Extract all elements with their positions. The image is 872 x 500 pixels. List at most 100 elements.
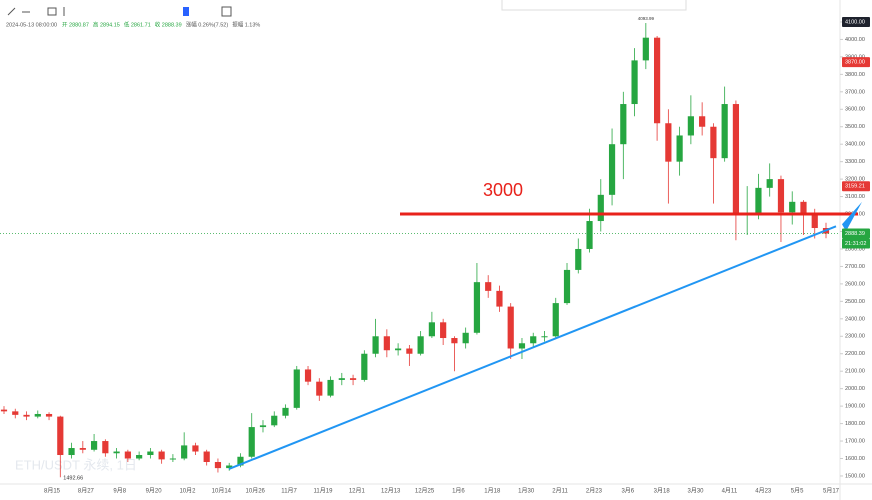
x-tick-label: 8月27 — [78, 488, 95, 495]
x-tick-label: 9月8 — [113, 488, 126, 495]
candle-body — [699, 116, 706, 127]
float-toolbar[interactable] — [501, 0, 687, 11]
y-tick-label: 2400.00 — [845, 316, 865, 322]
candle-body — [417, 336, 424, 354]
candle-body — [485, 282, 492, 291]
y-tick-label: 2700.00 — [845, 264, 865, 270]
candle-body — [518, 343, 526, 349]
candle-body — [631, 60, 638, 105]
candle-body — [158, 451, 165, 460]
candle-body — [192, 445, 199, 452]
x-tick-label: 10月26 — [246, 488, 266, 495]
candle-body — [181, 445, 188, 459]
candle-body — [462, 332, 469, 344]
header-time: 2024-05-13 08:00:00 — [6, 22, 57, 28]
tool-line[interactable] — [7, 7, 16, 16]
candle-body — [620, 104, 627, 145]
candle-body — [789, 201, 796, 213]
candle-body — [777, 179, 785, 213]
price-label-box — [842, 238, 870, 249]
candle-body — [766, 179, 773, 188]
candle-body — [755, 187, 762, 215]
tool-active[interactable] — [183, 7, 189, 16]
candle-body — [34, 413, 41, 417]
candle-body — [811, 214, 818, 229]
high-label: 4093.99 — [638, 16, 655, 21]
y-tick-label: 2500.00 — [845, 299, 865, 305]
candle-body — [79, 448, 86, 450]
y-tick-label: 1800.00 — [845, 421, 865, 427]
candle-body — [642, 37, 649, 61]
candle-body — [259, 425, 267, 428]
header-field: 开 2880.87 — [62, 21, 89, 28]
price-label-box — [842, 181, 870, 192]
x-tick-label: 12月1 — [349, 488, 366, 495]
y-tick-label: 1900.00 — [845, 404, 865, 410]
candle-body — [304, 369, 312, 382]
candle-body — [563, 269, 571, 304]
x-tick-label: 8月15 — [44, 488, 61, 495]
y-tick-label: 3300.00 — [845, 159, 865, 165]
x-tick-label: 3月30 — [688, 488, 705, 495]
candle-body — [90, 441, 98, 450]
candle-body — [406, 348, 413, 354]
candle-body — [0, 409, 8, 412]
candle-body — [541, 336, 548, 338]
x-tick-label: 2月23 — [586, 488, 603, 495]
price-label-box — [842, 57, 870, 68]
candle-body — [68, 448, 75, 456]
candle-body — [710, 126, 717, 159]
candle-body — [597, 194, 604, 222]
candle-body — [507, 306, 514, 349]
candle-body — [440, 322, 447, 339]
candle-body — [45, 413, 53, 417]
candle-body — [102, 441, 109, 454]
y-tick-label: 2200.00 — [845, 351, 865, 357]
candle-body — [721, 104, 728, 159]
y-tick-label: 3200.00 — [845, 177, 865, 183]
y-tick-label: 2000.00 — [845, 386, 865, 392]
x-tick-label: 4月11 — [722, 488, 738, 495]
candle-body — [203, 451, 210, 462]
x-tick-label: 2月11 — [552, 488, 568, 495]
x-tick-label: 12月13 — [381, 488, 401, 495]
tool-rect[interactable] — [47, 7, 57, 16]
y-tick-label: 3500.00 — [845, 124, 865, 130]
y-tick-label: 3700.00 — [845, 89, 865, 95]
y-tick-label: 2300.00 — [845, 334, 865, 340]
trendline — [228, 225, 837, 470]
candle-body — [473, 282, 481, 333]
candle-body — [169, 458, 177, 460]
header-field: 低 2861.71 — [124, 20, 151, 28]
candle-body — [575, 248, 582, 270]
candle-body — [687, 116, 694, 136]
x-tick-label: 5月5 — [791, 488, 804, 495]
y-tick-label: 2800.00 — [845, 246, 865, 252]
x-tick-label: 3月18 — [654, 488, 671, 495]
candle-body — [214, 461, 222, 469]
candle-body — [653, 37, 661, 124]
candle-body — [496, 290, 503, 307]
y-tick-label: 2100.00 — [845, 369, 865, 375]
candle-body — [530, 336, 537, 344]
candle-body — [586, 221, 593, 249]
tool-lock[interactable] — [221, 6, 232, 17]
toolbar[interactable] — [7, 0, 687, 17]
y-tick-label: 1700.00 — [845, 438, 865, 444]
price-label: 3870.00 — [845, 60, 865, 66]
candle-body — [383, 336, 390, 351]
x-tick-label: 1月30 — [518, 488, 535, 495]
price-label-sub: 21:31:02 — [845, 241, 866, 247]
y-tick-label: 4000.00 — [845, 37, 865, 43]
y-tick-label: 3600.00 — [845, 107, 865, 113]
candle-body — [124, 451, 131, 459]
candle-body — [136, 455, 143, 459]
candle-body — [338, 378, 345, 380]
candle-body — [451, 338, 458, 344]
x-tick-label: 12月25 — [415, 488, 435, 495]
candle-body — [57, 416, 64, 456]
y-tick-label: 1600.00 — [845, 456, 865, 462]
x-tick-label: 11月19 — [314, 488, 334, 495]
